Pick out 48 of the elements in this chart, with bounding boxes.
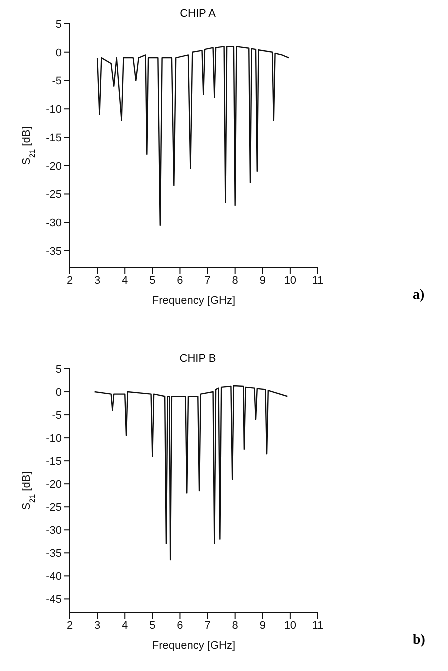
y-tick-label: -15 [46,456,62,468]
x-tick-label: 3 [94,274,101,287]
x-tick-label: 9 [260,274,266,287]
y-tick-label: -30 [46,525,62,538]
y-tick-label: -20 [46,479,62,491]
x-tick-label: 11 [312,274,324,287]
x-tick-label: 4 [122,620,128,632]
y-tick-label: -5 [52,410,62,422]
y-tick-label: -10 [46,104,62,116]
line-series [94,385,288,561]
y-tick-label: 0 [56,386,62,399]
x-tick-label: 10 [284,620,297,632]
x-tick-label: 8 [232,620,238,632]
y-tick-label: 5 [56,18,62,31]
x-axis-title: Frequency [GHz] [152,295,236,307]
chart-title: CHIP B [178,353,218,365]
y-tick-label: -45 [46,594,62,606]
y-tick-label: -35 [46,246,62,258]
y-tick-label: 5 [56,364,62,376]
x-tick-label: 3 [94,620,101,632]
x-axis-title: Frequency [GHz] [152,640,236,652]
x-tick-label: 2 [66,274,74,287]
y-tick-label: -20 [46,160,62,173]
line-series [96,46,290,226]
x-tick-label: 2 [66,620,74,632]
x-tick-label: 10 [284,274,297,287]
y-tick-label: -15 [46,132,62,144]
x-tick-label: 4 [122,274,128,287]
x-tick-label: 8 [232,274,238,287]
y-tick-label: -10 [46,432,62,445]
chart-title: CHIP A [179,8,217,20]
y-tick-label: -25 [46,189,62,202]
text: a) [413,288,425,304]
x-tick-label: 5 [150,274,156,287]
x-tick-label: 9 [260,620,266,632]
y-tick-label: 0 [56,47,62,60]
y-tick-label: -25 [46,502,62,514]
y-tick-label: -35 [46,548,62,560]
x-tick-label: 5 [150,620,156,632]
y-tick-label: -30 [46,218,62,230]
x-tick-label: 6 [177,274,184,287]
y-tick-label: -40 [46,571,62,584]
x-tick-label: 7 [204,620,211,632]
x-tick-label: 11 [312,620,324,632]
x-tick-label: 6 [177,620,184,632]
y-tick-label: -5 [52,76,62,88]
text: b) [413,633,426,649]
x-tick-label: 7 [204,274,211,287]
